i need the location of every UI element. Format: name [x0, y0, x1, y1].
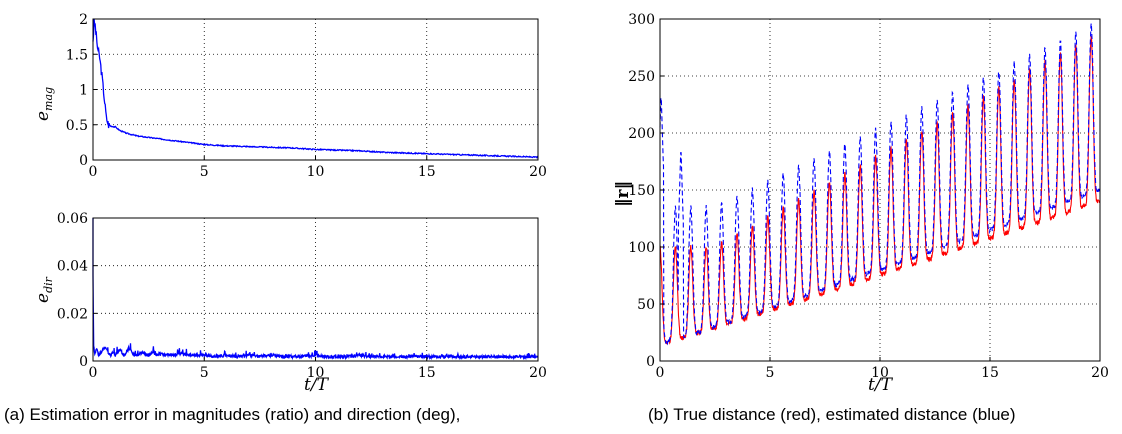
- dist-xtick-label: 10: [871, 365, 889, 381]
- edir-xtick-label: 0: [89, 365, 98, 381]
- dist-ytick-label: 100: [628, 240, 655, 256]
- emag-ytick-label: 1: [79, 83, 88, 99]
- edir-xlabel: t/T: [304, 375, 330, 395]
- dist-ytick-label: 200: [628, 126, 655, 142]
- dist-ytick-label: 250: [628, 69, 655, 85]
- dist-xtick-label: 5: [766, 365, 775, 381]
- emag-ytick-label: 0: [79, 153, 88, 169]
- edir-ytick-label: 0.02: [57, 306, 88, 322]
- dist-ytick-label: 150: [628, 183, 655, 199]
- emag-xtick-label: 20: [529, 164, 547, 180]
- dist-xtick-label: 20: [1091, 365, 1109, 381]
- emag-series-blue: [92, 18, 539, 159]
- emag-xtick-label: 15: [418, 164, 436, 180]
- edir-series-blue: [92, 218, 539, 361]
- dist-ytick-label: 0: [646, 354, 655, 370]
- emag-ytick-label: 0.5: [66, 118, 88, 134]
- dist-series-blue: [659, 23, 1101, 346]
- emag-ytick-label: 1.5: [66, 47, 88, 63]
- edir-ytick-label: 0.06: [57, 211, 88, 227]
- edir-ytick-label: 0.04: [57, 259, 88, 275]
- edir-xtick-label: 20: [529, 365, 547, 381]
- distance-ylabel: ‖r‖: [613, 181, 633, 207]
- edir-xtick-label: 5: [200, 365, 209, 381]
- caption-a: (a) Estimation error in magnitudes (rati…: [4, 405, 460, 424]
- caption-b: (b) True distance (red), estimated dista…: [648, 405, 1016, 424]
- emag-ytick-label: 2: [79, 12, 88, 28]
- emag-plot: 0 5 10 15 20 0 0.5 1 1.5 2 emag: [33, 12, 547, 180]
- edir-ylabel: edir: [33, 276, 55, 303]
- emag-xtick-label: 0: [89, 164, 98, 180]
- edir-axes-frame: [92, 217, 539, 362]
- emag-ylabel: emag: [33, 87, 55, 121]
- emag-xtick-label: 10: [307, 164, 325, 180]
- dist-xtick-label: 0: [656, 365, 665, 381]
- edir-plot: 0 5 10 15 20 0 0.02 0.04 0.06 edir t/T: [33, 211, 547, 395]
- edir-xtick-label: 15: [418, 365, 436, 381]
- edir-ytick-label: 0: [79, 354, 88, 370]
- dist-ytick-label: 300: [628, 12, 655, 28]
- dist-ytick-label: 50: [637, 297, 655, 313]
- edir-xtick-label: 10: [307, 365, 325, 381]
- distance-xlabel: t/T: [868, 375, 894, 395]
- emag-xtick-label: 5: [200, 164, 209, 180]
- dist-xtick-label: 15: [981, 365, 999, 381]
